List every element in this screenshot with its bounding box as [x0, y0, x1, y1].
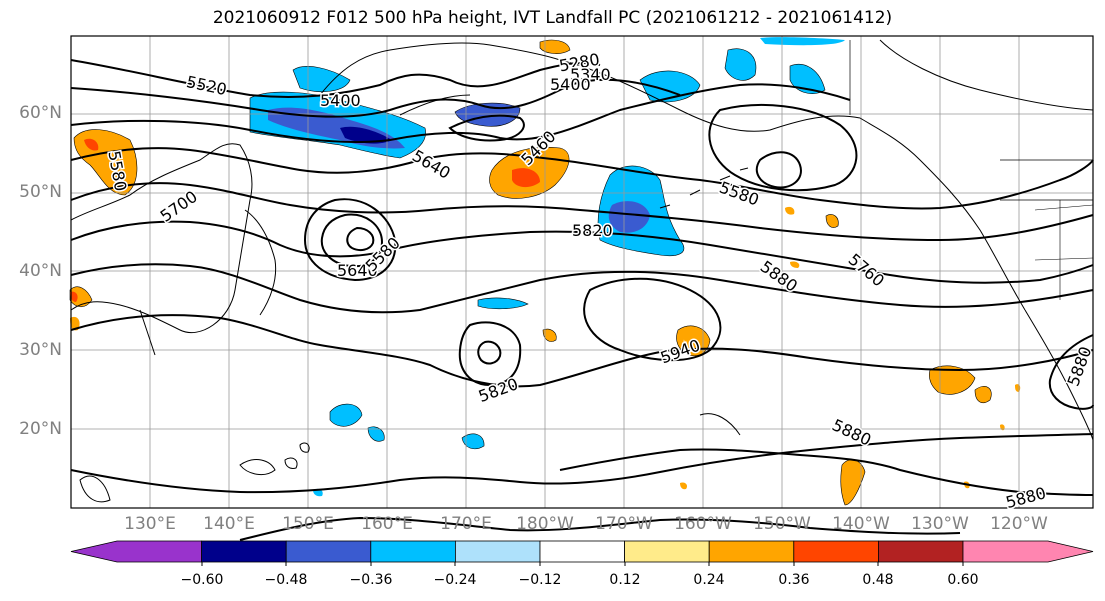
lon-label: 160°W — [674, 514, 732, 534]
lon-label: 180°W — [516, 514, 574, 534]
lon-label: 130°E — [124, 514, 176, 534]
colorbar-tick-label: −0.36 — [349, 572, 393, 588]
colorbar-ticks — [201, 562, 964, 566]
colorbar-tick-label: −0.48 — [264, 572, 308, 588]
lon-label: 170°E — [440, 514, 492, 534]
map-title: 2021060912 F012 500 hPa height, IVT Land… — [212, 8, 893, 28]
contour-label: 5700 — [157, 187, 201, 226]
contour-label: 5400 — [320, 91, 361, 110]
colorbar-tick-label: −0.60 — [180, 572, 224, 588]
grid-lines — [71, 36, 1093, 508]
lat-label: 50°N — [19, 182, 62, 202]
lat-label: 40°N — [19, 261, 62, 281]
contour-label: 5340 — [570, 65, 611, 84]
contour-label: 5640 — [409, 146, 454, 183]
map-frame — [70, 35, 1094, 509]
contour-label: 5940 — [658, 336, 703, 368]
lon-label: 140°W — [832, 514, 890, 534]
contour-label: 5460 — [517, 127, 559, 169]
contour-label: 5640 — [337, 261, 378, 280]
contour-label: 5520 — [185, 72, 229, 99]
colorbar-segment — [962, 540, 1094, 563]
colorbar-tick-label: 0.12 — [609, 572, 641, 588]
colorbar-tick-label: 0.36 — [778, 572, 810, 588]
colorbar-tick-label: −0.24 — [433, 572, 477, 588]
lon-label: 140°E — [203, 514, 255, 534]
lat-label: 20°N — [19, 419, 62, 439]
contour-label: 5580 — [717, 178, 762, 210]
colorbar-tick-label: 0.24 — [693, 572, 725, 588]
lat-label: 60°N — [19, 103, 62, 123]
lon-label: 150°W — [753, 514, 811, 534]
contour-label: 5880 — [829, 415, 874, 449]
contour-label: 5880 — [1064, 344, 1096, 389]
contour-label: 5880 — [1004, 483, 1048, 512]
contour-label: 5820 — [572, 221, 613, 240]
contour-label: 5760 — [845, 250, 888, 291]
colorbar — [70, 540, 1094, 563]
lon-label: 120°W — [990, 514, 1048, 534]
colorbar-tick-label: −0.12 — [518, 572, 562, 588]
contour-label: 5580 — [104, 149, 130, 192]
height-contours — [70, 59, 1094, 541]
colorbar-tick-label: 0.48 — [862, 572, 894, 588]
contour-label: 5400 — [550, 75, 591, 94]
lon-label: 150°E — [282, 514, 334, 534]
contour-label: 5580 — [362, 233, 404, 275]
contour-label: 5820 — [476, 374, 521, 406]
colorbar-tick-label: 0.60 — [947, 572, 979, 588]
lat-label: 30°N — [19, 340, 62, 360]
contour-label: 5880 — [757, 257, 801, 296]
lon-label: 170°W — [595, 514, 653, 534]
lon-label: 130°W — [911, 514, 969, 534]
lon-label: 160°E — [361, 514, 413, 534]
